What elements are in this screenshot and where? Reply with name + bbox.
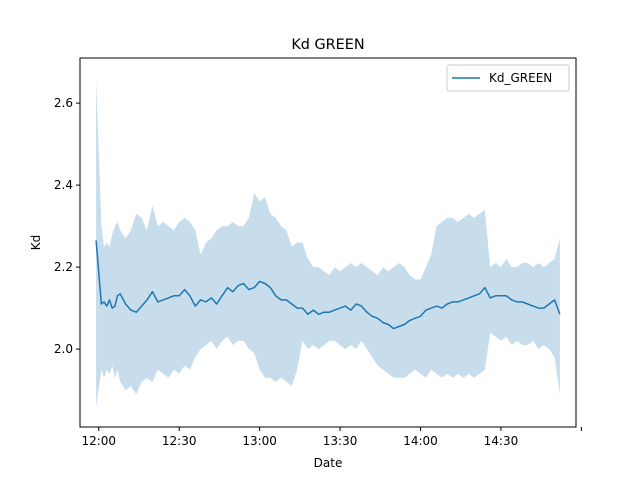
x-tick-label: 14:30 — [484, 434, 519, 448]
x-tick-label: 12:00 — [81, 434, 116, 448]
confidence-band-layer — [96, 78, 560, 407]
confidence-band-kd-green — [96, 78, 560, 407]
y-tick-label: 2.6 — [54, 96, 73, 110]
series-line-kd-green — [95, 240, 561, 330]
x-axis-ticks: 12:00 12:30 13:00 13:30 14:00 14:30 — [81, 427, 582, 448]
legend-box — [446, 64, 570, 92]
y-tick-label: 2.0 — [54, 342, 73, 356]
chart-title: Kd GREEN — [291, 37, 364, 53]
x-tick-label: 13:30 — [323, 434, 358, 448]
y-tick-label: 2.4 — [54, 178, 73, 192]
plot-frame — [79, 57, 577, 428]
y-axis-ticks: 2.0 2.2 2.4 2.6 — [54, 96, 80, 356]
legend: Kd_GREEN — [446, 64, 570, 92]
x-axis-label: Date — [314, 456, 343, 470]
series-line-layer — [95, 240, 561, 330]
y-axis-label: Kd — [29, 235, 43, 251]
x-tick-label: 14:00 — [403, 434, 438, 448]
x-tick-label: 12:30 — [162, 434, 197, 448]
legend-label-kd-green: Kd_GREEN — [489, 71, 552, 85]
x-tick-label: 13:00 — [242, 434, 277, 448]
y-tick-label: 2.2 — [54, 260, 73, 274]
